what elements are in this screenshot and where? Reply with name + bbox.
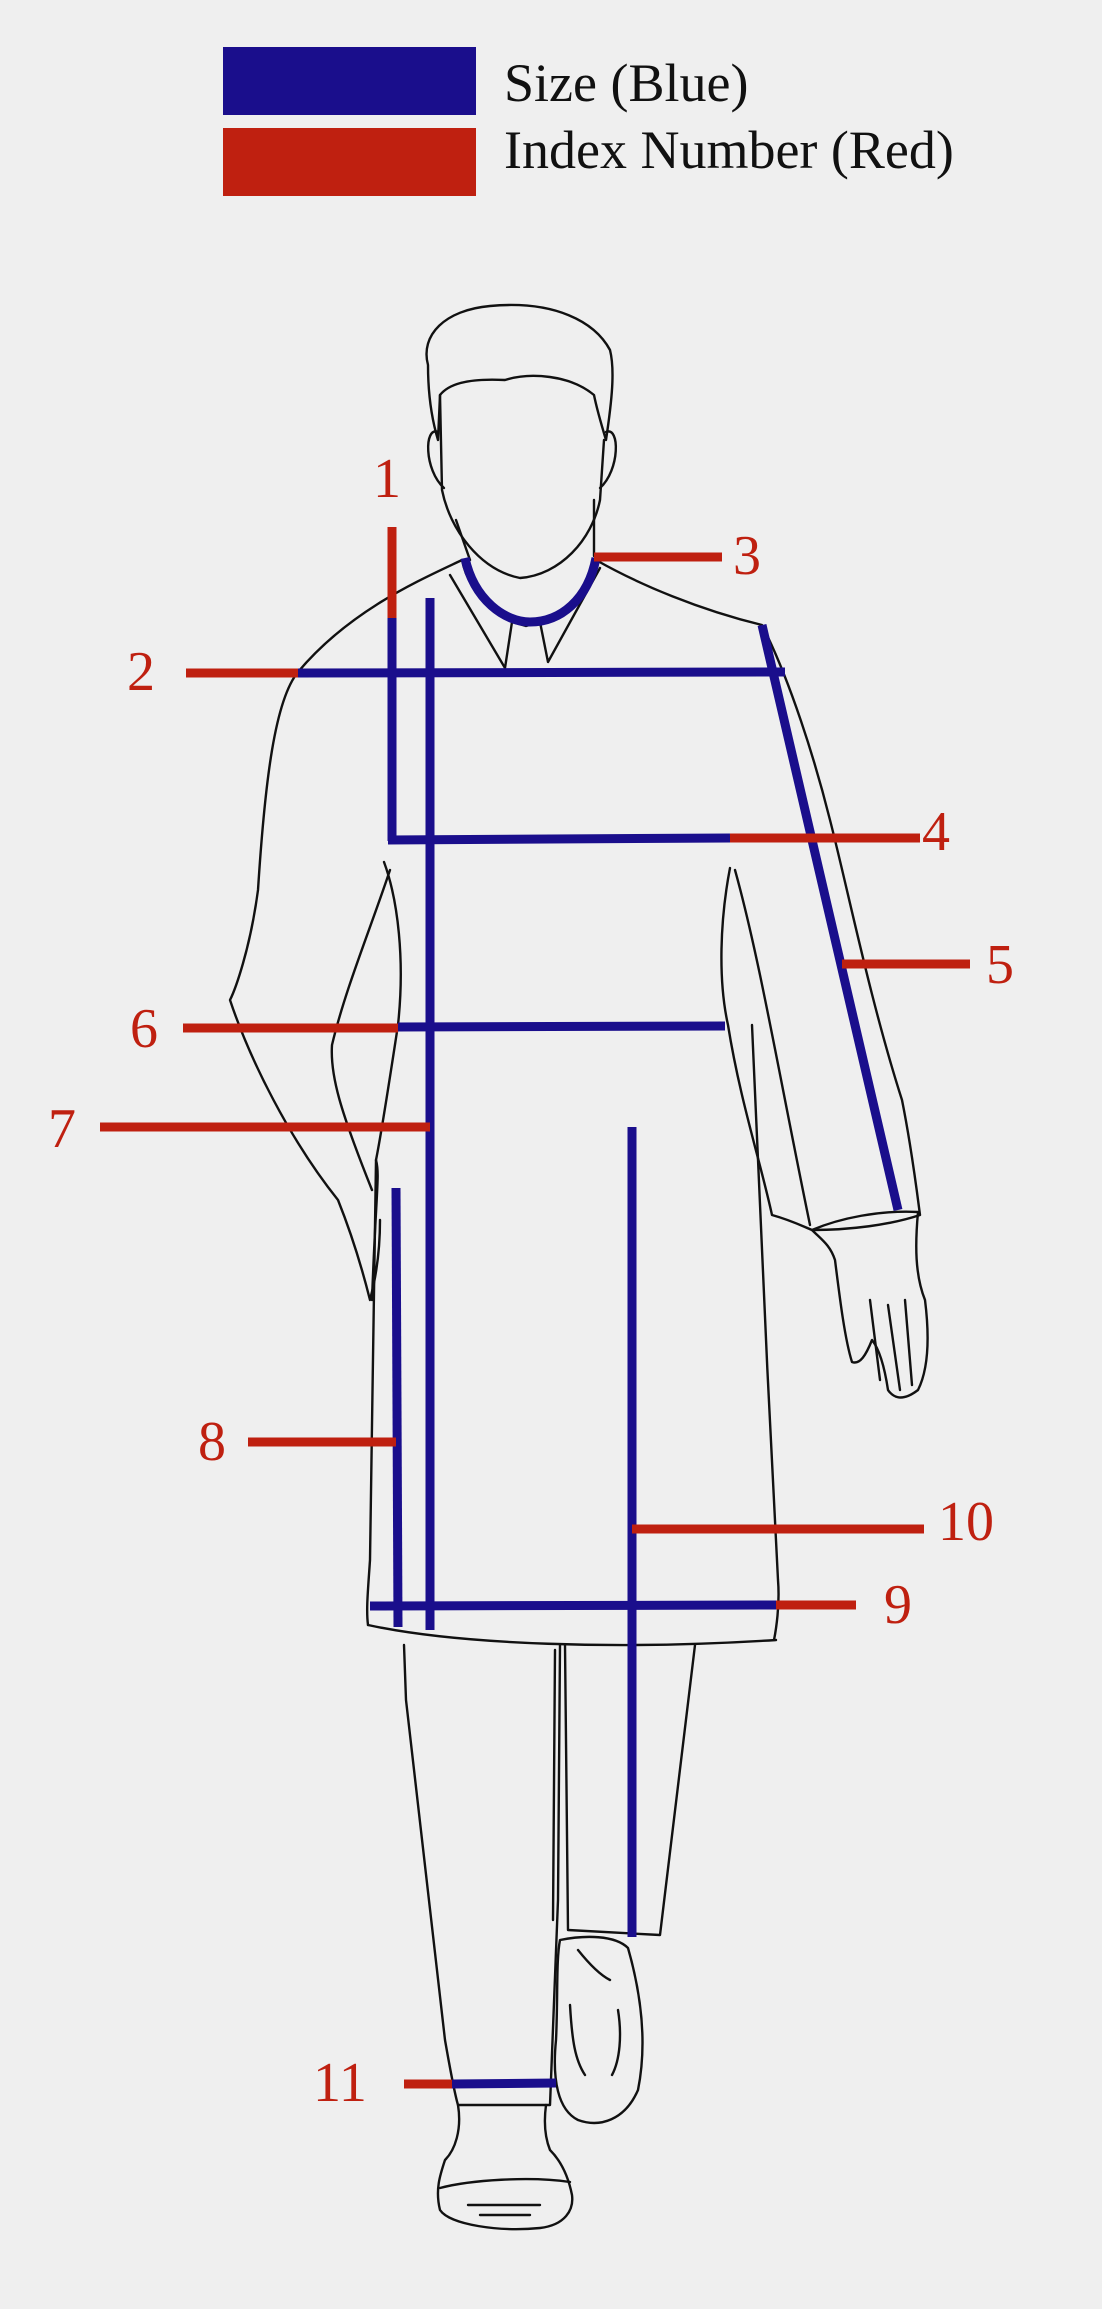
right-shoe-detail <box>568 1948 622 2077</box>
right-inner-arm <box>720 866 814 1232</box>
size-line-chest <box>387 833 731 845</box>
size-line-neck <box>460 556 601 627</box>
coat-right-side <box>750 1023 780 1642</box>
head-outline <box>425 303 614 442</box>
index-number-1: 1 <box>373 448 401 510</box>
index-number-10: 10 <box>938 1491 994 1553</box>
index-numbers: 1 2 3 4 5 6 7 8 9 10 11 <box>48 448 1014 2114</box>
size-lines <box>297 556 903 2089</box>
index-number-8: 8 <box>198 1411 226 1473</box>
man-figure-outline <box>228 303 929 2231</box>
right-shoulder <box>594 558 922 1232</box>
index-number-11: 11 <box>313 2052 367 2114</box>
right-leg <box>563 1643 697 1937</box>
legend-label-index: Index Number (Red) <box>504 120 954 180</box>
size-line-sleeve <box>757 623 903 1212</box>
size-line-ankle <box>451 2078 557 2089</box>
size-line-side-slit <box>391 1187 403 1628</box>
left-ear <box>427 430 446 490</box>
legend-swatch-red <box>223 128 476 196</box>
size-line-shoulder <box>297 667 786 678</box>
legend-swatch-blue <box>223 47 476 115</box>
left-shoulder <box>228 558 464 1302</box>
face-outline <box>438 393 606 580</box>
left-leg-crease <box>551 1648 557 1922</box>
index-number-3: 3 <box>733 525 761 587</box>
hand-fingers <box>868 1298 914 1392</box>
right-ear <box>598 430 617 490</box>
right-hand <box>810 1210 929 1399</box>
index-lines <box>100 527 970 2089</box>
left-shoe <box>436 2103 574 2231</box>
index-number-7: 7 <box>48 1098 76 1160</box>
neck-outline <box>454 498 596 562</box>
index-number-6: 6 <box>130 998 158 1060</box>
index-number-2: 2 <box>127 641 155 703</box>
left-shoe-sole <box>438 2177 572 2217</box>
left-inner-arm <box>370 860 402 1302</box>
right-sleeve-inner <box>733 868 812 1227</box>
coat-hem <box>366 1623 778 1647</box>
size-line-hem <box>369 1600 777 1611</box>
index-number-5: 5 <box>986 934 1014 996</box>
size-line-waist <box>397 1021 726 1032</box>
right-shoe <box>553 1935 644 2125</box>
left-leg <box>402 1643 562 2107</box>
coat-left-side <box>365 1158 378 1627</box>
index-number-9: 9 <box>884 1574 912 1636</box>
index-number-4: 4 <box>922 801 950 863</box>
legend-label-size: Size (Blue) <box>504 53 749 113</box>
